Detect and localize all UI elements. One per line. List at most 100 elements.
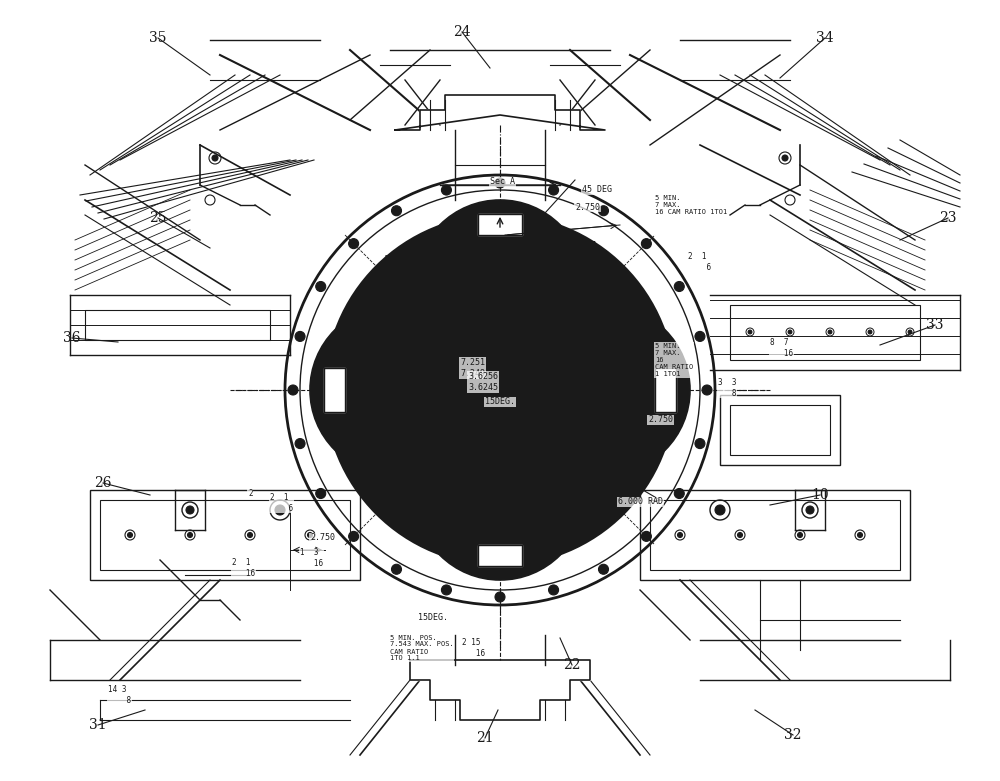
Circle shape bbox=[212, 155, 218, 161]
FancyBboxPatch shape bbox=[85, 310, 270, 340]
Circle shape bbox=[445, 335, 555, 445]
Circle shape bbox=[498, 594, 503, 600]
Circle shape bbox=[677, 284, 682, 289]
Text: 2  1
   16: 2 1 16 bbox=[232, 558, 255, 578]
Text: Sec A: Sec A bbox=[490, 177, 515, 187]
Text: 35: 35 bbox=[149, 31, 167, 45]
Circle shape bbox=[695, 331, 705, 341]
Polygon shape bbox=[410, 660, 590, 720]
Circle shape bbox=[308, 533, 312, 537]
Circle shape bbox=[495, 592, 505, 602]
Text: 2 15
   16: 2 15 16 bbox=[462, 638, 485, 658]
Text: 15DEG.: 15DEG. bbox=[485, 398, 515, 406]
Polygon shape bbox=[478, 214, 522, 235]
Text: 5 MIN. POS.
7.543 MAX. POS.
CAM RATIO
1TO 1.1: 5 MIN. POS. 7.543 MAX. POS. CAM RATIO 1T… bbox=[390, 634, 454, 662]
Circle shape bbox=[641, 239, 651, 248]
Circle shape bbox=[644, 241, 649, 246]
Text: 26: 26 bbox=[94, 476, 112, 490]
Circle shape bbox=[288, 385, 298, 395]
Text: 2  1
    6: 2 1 6 bbox=[270, 494, 293, 512]
Circle shape bbox=[325, 215, 675, 565]
Text: 1  3
   16: 1 3 16 bbox=[300, 548, 323, 568]
Text: 23: 23 bbox=[939, 211, 957, 225]
Circle shape bbox=[782, 155, 788, 161]
Circle shape bbox=[351, 534, 356, 539]
Circle shape bbox=[394, 567, 399, 572]
Circle shape bbox=[415, 410, 585, 580]
Circle shape bbox=[549, 185, 559, 195]
Circle shape bbox=[392, 564, 402, 574]
Circle shape bbox=[828, 330, 832, 334]
Circle shape bbox=[697, 441, 702, 446]
Text: 14 3
    8: 14 3 8 bbox=[108, 685, 131, 704]
Text: 2: 2 bbox=[248, 488, 253, 497]
Text: 3  3
   8: 3 3 8 bbox=[718, 378, 736, 398]
Circle shape bbox=[601, 209, 606, 213]
Circle shape bbox=[601, 567, 606, 572]
Text: 25: 25 bbox=[149, 211, 167, 225]
Circle shape bbox=[520, 305, 690, 475]
Text: 45 DEG: 45 DEG bbox=[582, 186, 612, 194]
Circle shape bbox=[351, 241, 356, 246]
Text: 5: 5 bbox=[384, 255, 392, 269]
Circle shape bbox=[318, 284, 323, 289]
Circle shape bbox=[551, 187, 556, 193]
FancyBboxPatch shape bbox=[640, 490, 910, 580]
Text: 33: 33 bbox=[926, 318, 944, 332]
Circle shape bbox=[444, 187, 449, 193]
Text: 5 MIN.
7 MAX.
16
CAM RATIO
1 1TO1: 5 MIN. 7 MAX. 16 CAM RATIO 1 1TO1 bbox=[655, 343, 693, 377]
Circle shape bbox=[316, 488, 326, 498]
Text: 1: 1 bbox=[486, 438, 494, 452]
Polygon shape bbox=[655, 368, 676, 412]
Circle shape bbox=[788, 330, 792, 334]
Circle shape bbox=[702, 385, 712, 395]
Text: 7.251
7.249: 7.251 7.249 bbox=[460, 358, 485, 378]
Circle shape bbox=[715, 505, 725, 515]
Circle shape bbox=[644, 534, 649, 539]
Circle shape bbox=[868, 330, 872, 334]
Circle shape bbox=[704, 387, 710, 393]
Circle shape bbox=[677, 491, 682, 496]
Text: 2: 2 bbox=[584, 491, 592, 505]
Text: 36: 36 bbox=[63, 331, 81, 345]
Text: 6: 6 bbox=[359, 365, 367, 379]
Circle shape bbox=[316, 281, 326, 291]
Circle shape bbox=[598, 205, 608, 216]
Circle shape bbox=[695, 439, 705, 448]
Circle shape bbox=[310, 305, 480, 475]
Text: 10: 10 bbox=[811, 488, 829, 502]
Circle shape bbox=[275, 505, 285, 515]
Circle shape bbox=[394, 209, 399, 213]
Circle shape bbox=[858, 533, 862, 537]
Circle shape bbox=[444, 587, 449, 593]
Circle shape bbox=[748, 330, 752, 334]
Circle shape bbox=[188, 533, 192, 537]
Text: 21: 21 bbox=[476, 731, 494, 745]
Text: 3.6256
3.6245: 3.6256 3.6245 bbox=[468, 373, 498, 392]
FancyBboxPatch shape bbox=[650, 500, 900, 570]
Circle shape bbox=[641, 531, 651, 541]
Circle shape bbox=[497, 180, 502, 186]
Circle shape bbox=[908, 330, 912, 334]
Circle shape bbox=[298, 334, 303, 339]
Circle shape bbox=[391, 205, 401, 216]
Text: 2  1
    6: 2 1 6 bbox=[688, 252, 711, 272]
Circle shape bbox=[806, 506, 814, 514]
Text: 2.750: 2.750 bbox=[648, 415, 673, 425]
Circle shape bbox=[248, 533, 252, 537]
Circle shape bbox=[598, 564, 608, 574]
Circle shape bbox=[674, 281, 684, 291]
Circle shape bbox=[674, 488, 684, 498]
Circle shape bbox=[295, 331, 305, 341]
Circle shape bbox=[738, 533, 742, 537]
FancyBboxPatch shape bbox=[730, 305, 920, 360]
Text: 15DEG.: 15DEG. bbox=[418, 614, 448, 622]
Circle shape bbox=[551, 587, 556, 593]
Text: 22: 22 bbox=[563, 658, 581, 672]
Circle shape bbox=[798, 533, 802, 537]
Circle shape bbox=[295, 439, 305, 448]
Circle shape bbox=[186, 506, 194, 514]
Circle shape bbox=[549, 585, 559, 595]
Circle shape bbox=[495, 178, 505, 188]
Circle shape bbox=[697, 334, 702, 339]
